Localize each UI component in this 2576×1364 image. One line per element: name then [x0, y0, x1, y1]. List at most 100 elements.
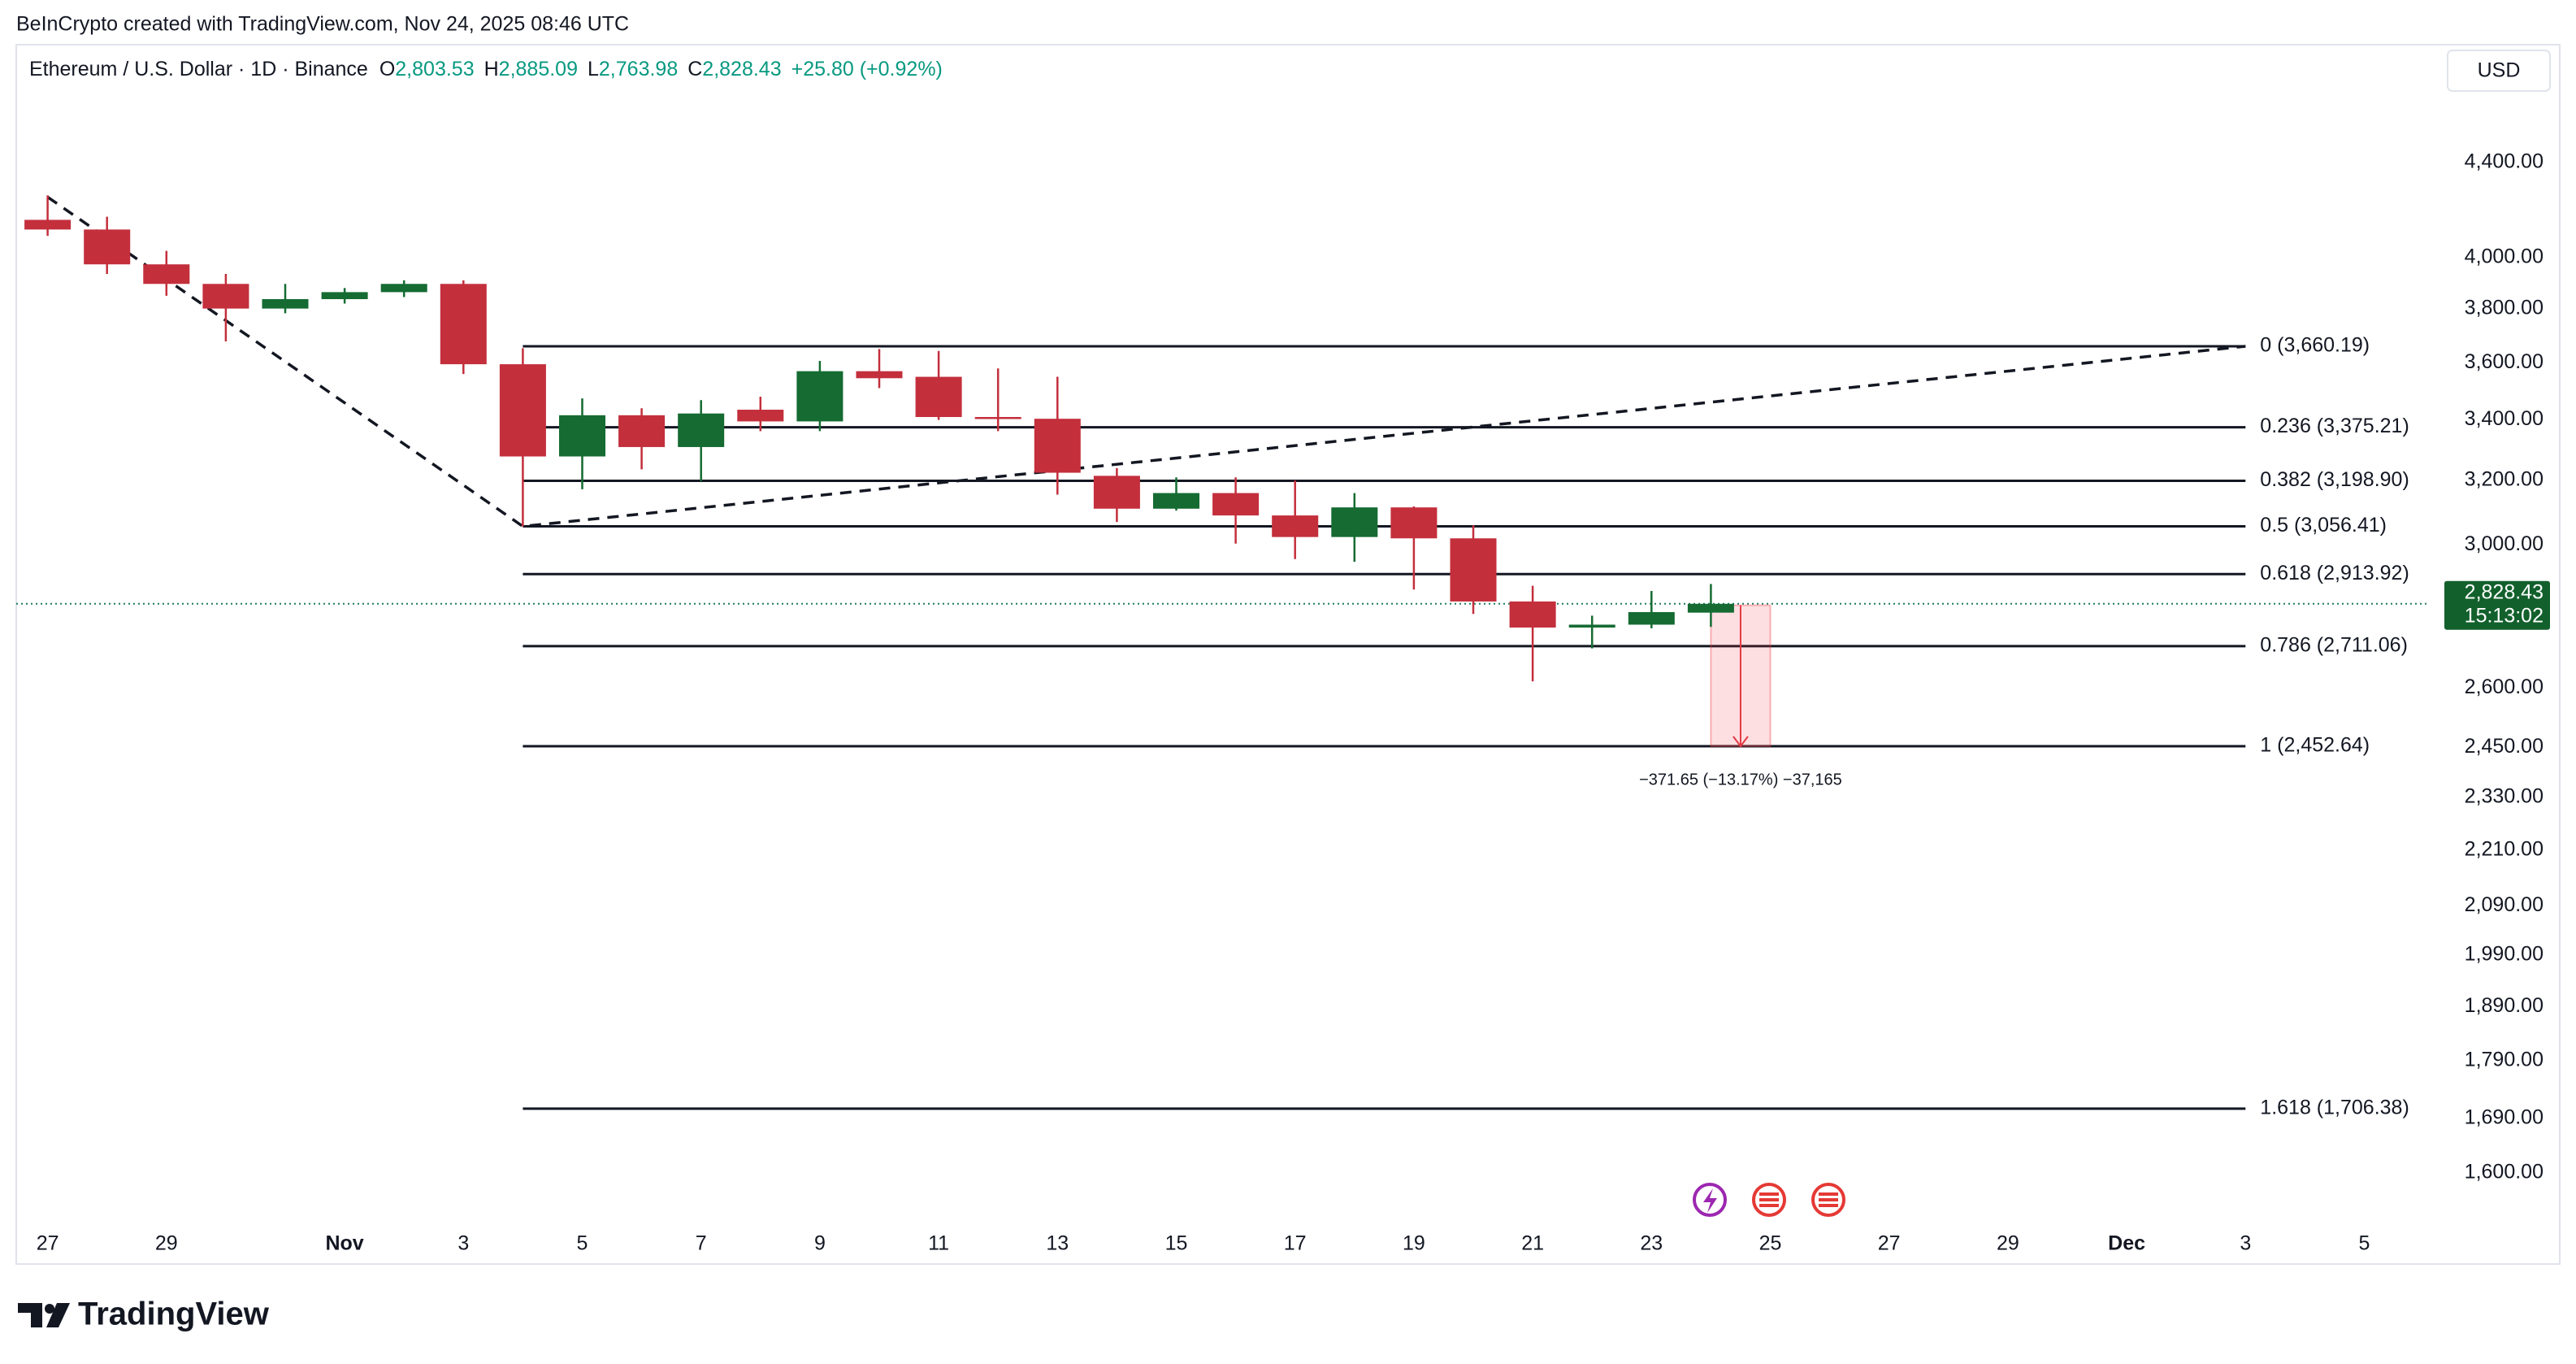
ohlc-value: 2,803.53 — [395, 58, 474, 80]
event-flag-stripe — [1819, 1201, 1838, 1204]
y-tick-label: 1,600.00 — [2465, 1161, 2543, 1184]
candle-body — [24, 219, 72, 230]
y-tick-label: 4,400.00 — [2465, 150, 2543, 172]
candle-body — [499, 364, 546, 457]
candle-body — [558, 415, 606, 457]
event-flag-stripe — [1759, 1201, 1779, 1204]
currency-label[interactable]: USD — [2478, 59, 2521, 82]
x-tick-label: 25 — [1759, 1232, 1782, 1255]
x-tick-label: 27 — [1878, 1232, 1901, 1255]
candle-body — [737, 410, 784, 422]
x-tick-label: 5 — [2359, 1232, 2370, 1255]
countdown-label: 15:13:02 — [2465, 604, 2543, 627]
candle-body — [1509, 601, 1556, 628]
candle-body — [84, 229, 131, 265]
y-tick-label: 1,890.00 — [2465, 994, 2543, 1017]
ohlc-key: O — [379, 58, 395, 80]
candle-body — [1390, 507, 1438, 539]
fib-label: 0.382 (3,198.90) — [2260, 468, 2409, 491]
ohlc-key: H — [484, 58, 499, 80]
candle-body — [202, 284, 249, 309]
x-tick-label: 9 — [814, 1232, 826, 1255]
y-tick-label: 3,000.00 — [2465, 532, 2543, 555]
event-flag — [1759, 1192, 1779, 1207]
x-tick-label: 11 — [928, 1232, 949, 1255]
event-flag — [1819, 1192, 1838, 1207]
plot-area — [16, 195, 2430, 1110]
last-price-label: 2,828.43 — [2465, 580, 2543, 603]
candle-body — [856, 371, 903, 379]
event-flag-stripe — [1819, 1196, 1838, 1198]
fib-label: 0.786 (2,711.06) — [2260, 633, 2408, 656]
candle-body — [262, 299, 309, 309]
trend-line — [46, 195, 2246, 528]
event-icon-bolt — [1703, 1188, 1717, 1213]
fib-label: 0.236 (3,375.21) — [2260, 415, 2409, 437]
x-tick-label: 23 — [1640, 1232, 1663, 1255]
candle-body — [1331, 507, 1378, 537]
x-tick-label: 7 — [696, 1232, 707, 1255]
ohlc-key: L — [588, 58, 599, 80]
candle-body — [380, 284, 427, 293]
candle-body — [1568, 624, 1615, 628]
x-tick-label: 13 — [1046, 1232, 1069, 1255]
y-tick-label: 1,790.00 — [2465, 1049, 2543, 1071]
event-icons — [1693, 1183, 1845, 1217]
y-tick-label: 2,450.00 — [2465, 735, 2543, 758]
x-tick-label: 19 — [1403, 1232, 1425, 1255]
ohlc-value: 2,828.43 — [702, 58, 781, 80]
currency-button[interactable] — [2447, 50, 2551, 92]
change: +25.80 (+0.92%) — [791, 58, 943, 80]
x-tick-label: 27 — [37, 1232, 59, 1255]
y-tick-label: 3,200.00 — [2465, 468, 2543, 491]
logo: TradingView — [18, 1297, 270, 1332]
logo-slash — [46, 1303, 70, 1327]
candle-body — [1687, 603, 1734, 613]
fib-label: 0 (3,660.19) — [2260, 334, 2370, 357]
y-tick-label: 4,000.00 — [2465, 245, 2543, 267]
candle-body — [678, 413, 725, 447]
ohlc-value: 2,763.98 — [599, 58, 678, 80]
measure-label: −371.65 (−13.17%) −37,165 — [1639, 771, 1842, 788]
y-tick-label: 2,090.00 — [2465, 893, 2543, 916]
fib-label: 1.618 (1,706.38) — [2260, 1096, 2409, 1119]
candle-body — [1034, 419, 1081, 473]
fib-label: 1 (2,452.64) — [2260, 734, 2370, 757]
logo-dot — [45, 1304, 54, 1314]
x-tick-label: 3 — [458, 1232, 469, 1255]
x-tick-label: 29 — [155, 1232, 178, 1255]
y-tick-label: 3,400.00 — [2465, 407, 2543, 430]
candle-body — [915, 376, 962, 418]
x-tick-label: 15 — [1165, 1232, 1188, 1255]
ohlc-value: 2,885.09 — [499, 58, 578, 80]
candle-body — [1212, 493, 1260, 516]
y-tick-label: 2,210.00 — [2465, 838, 2543, 861]
attribution: BeInCrypto created with TradingView.com,… — [16, 13, 629, 36]
x-tick-label: 21 — [1521, 1232, 1544, 1255]
symbol-legend: Ethereum / U.S. Dollar · 1D · Binance O2,… — [29, 58, 943, 80]
measure-arrowhead — [1733, 736, 1749, 748]
candle-body — [440, 284, 487, 365]
ohlc-key: C — [687, 58, 702, 80]
candle-body — [974, 417, 1021, 419]
last-price-tag — [2444, 580, 2550, 630]
y-tick-label: 3,600.00 — [2465, 350, 2543, 373]
x-tick-label: 29 — [1997, 1232, 2019, 1255]
chart-frame — [15, 44, 2561, 1265]
candle-body — [143, 264, 190, 285]
event-flag-stripe — [1759, 1196, 1779, 1198]
y-tick-label: 2,600.00 — [2465, 675, 2543, 698]
x-tick-label: Dec — [2108, 1232, 2145, 1255]
candle-body — [1093, 476, 1140, 509]
candle-body — [321, 292, 368, 300]
candle-body — [618, 415, 666, 447]
logo-mark — [18, 1303, 42, 1327]
y-tick-label: 3,800.00 — [2465, 297, 2543, 319]
fib-label: 0.618 (2,913.92) — [2260, 562, 2409, 584]
candle-body — [1450, 538, 1497, 602]
x-tick-label: Nov — [325, 1232, 363, 1255]
candle-body — [1628, 612, 1675, 625]
y-tick-label: 2,330.00 — [2465, 785, 2543, 808]
